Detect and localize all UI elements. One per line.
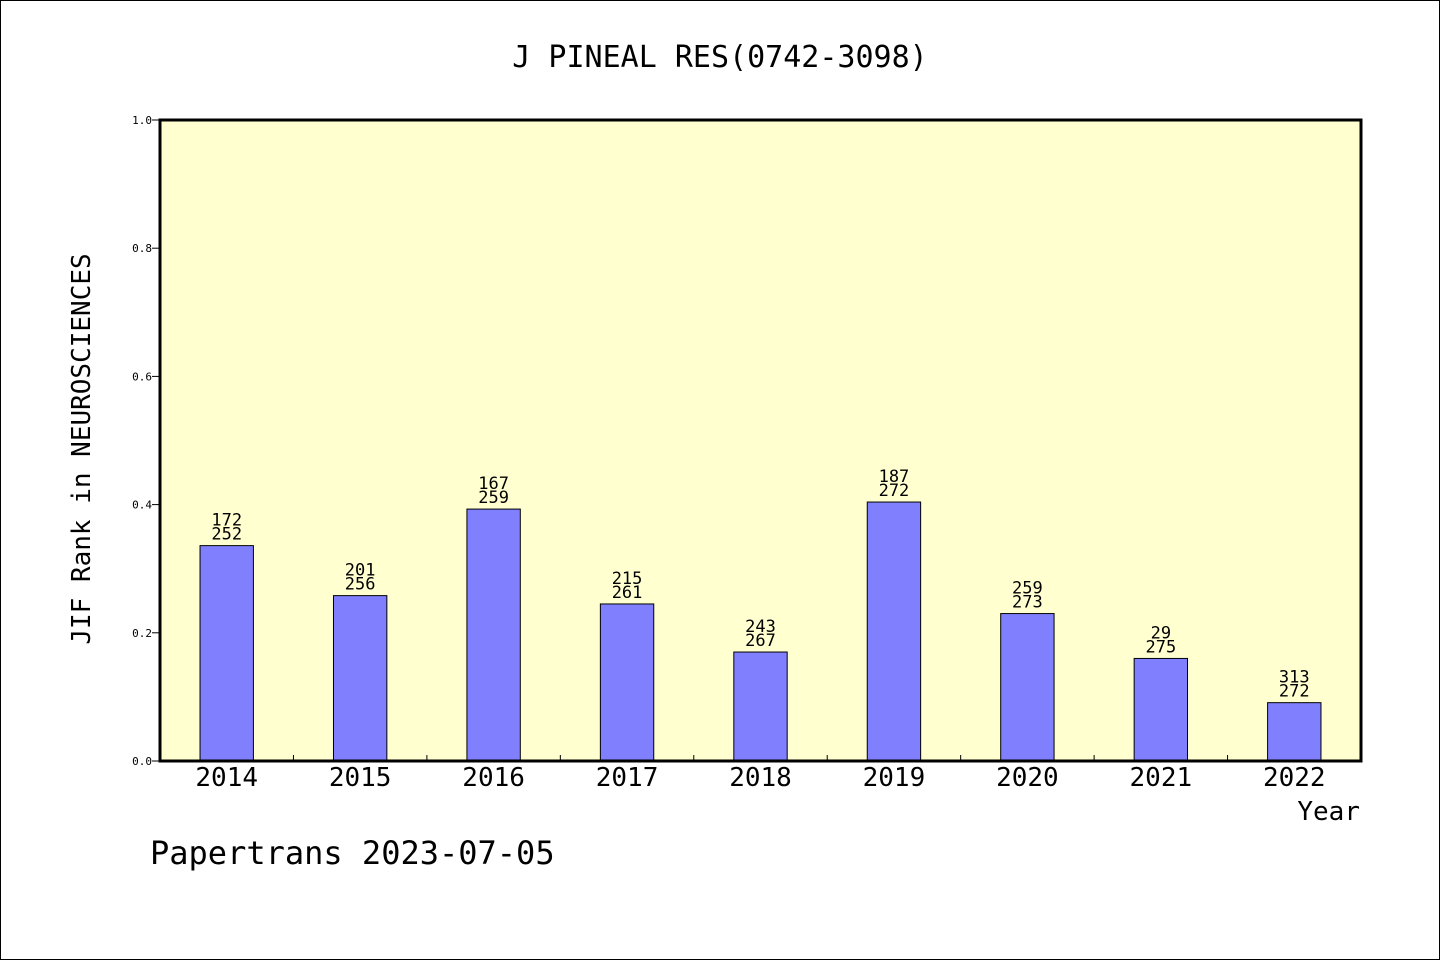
bar-2016: [466, 508, 521, 762]
bar-label-rank: 29: [1151, 623, 1171, 643]
bar-2017: [599, 603, 655, 762]
bar-label-rank: 172: [211, 511, 242, 531]
bar-label-total: 259: [478, 488, 509, 508]
y-tick-label: 0.4: [132, 499, 152, 512]
x-axis-label: Year: [1297, 797, 1360, 827]
bar-label-rank: 259: [1012, 579, 1043, 599]
chart-title: J PINEAL RES(0742-3098): [512, 40, 927, 75]
bar-label-rank: 201: [345, 561, 376, 581]
bar-label-total: 261: [612, 583, 643, 603]
y-tick-label: 1.0: [132, 114, 152, 127]
x-tick-label: 2020: [996, 763, 1059, 793]
y-tick-label: 0.0: [132, 755, 152, 768]
bar-2022: [1267, 702, 1322, 762]
bar-label-rank: 167: [478, 474, 509, 494]
x-tick-label: 2019: [863, 763, 926, 793]
bar-label-total: 272: [879, 481, 910, 501]
bar-label-rank: 243: [745, 617, 776, 637]
bar-label-total: 275: [1145, 637, 1176, 657]
y-tick-label: 0.8: [132, 242, 152, 255]
x-tick-label: 2018: [729, 763, 792, 793]
bar-2018: [733, 651, 788, 762]
y-tick-label: 0.6: [132, 370, 152, 383]
bar-label-total: 267: [745, 631, 776, 651]
bar-label-rank: 313: [1279, 668, 1310, 688]
bar-2019: [866, 501, 922, 762]
plot-border: [158, 118, 1363, 763]
bar-label-total: 252: [211, 525, 242, 545]
y-axis-label: JIF Rank in NEUROSCIENCES: [67, 253, 97, 644]
bar-label-total: 256: [345, 575, 376, 595]
bars: 1722522012561672592152612432671872722592…: [199, 467, 1322, 762]
x-tick-label: 2015: [329, 763, 392, 793]
bar-label-total: 273: [1012, 593, 1043, 613]
y-tick-label: 0.2: [132, 627, 152, 640]
bar-2021: [1133, 657, 1189, 762]
x-tick-label: 2017: [596, 763, 659, 793]
bar-label-rank: 215: [612, 569, 643, 589]
bar-label-rank: 187: [879, 467, 910, 487]
bar-2020: [1000, 613, 1055, 762]
x-tick-label: 2014: [195, 763, 258, 793]
x-tick-label: 2021: [1130, 763, 1193, 793]
bar-2015: [332, 595, 388, 762]
footer-watermark: Papertrans 2023-07-05: [150, 834, 555, 872]
x-tick-label: 2016: [462, 763, 525, 793]
y-axis: 0.0 0.2 0.4 0.6 0.8 1.0: [132, 114, 160, 768]
bar-2014: [199, 545, 254, 762]
bar-label-total: 272: [1279, 682, 1310, 702]
x-tick-label: 2022: [1263, 763, 1326, 793]
x-axis: 2014 2015 2016 2017 2018 2019 2020 2021 2022: [195, 755, 1326, 793]
